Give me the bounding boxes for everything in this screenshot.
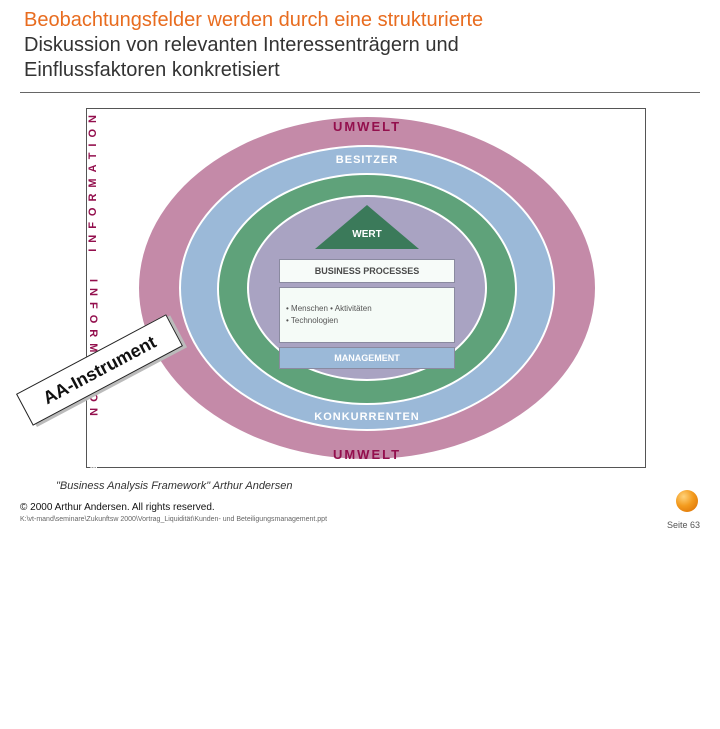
diagram-caption: "Business Analysis Framework" Arthur And… (56, 480, 292, 492)
ring2-label-bottom: KONKURRENTEN (179, 411, 555, 423)
box-management: MANAGEMENT (279, 347, 455, 369)
title-line-1: Beobachtungsfelder werden durch eine str… (24, 9, 483, 31)
brand-orb-icon (676, 490, 698, 512)
box-core: • Menschen • Aktivitäten • Technologien (279, 287, 455, 343)
wert-label: WERT (315, 229, 419, 240)
box-core-line-1: • Menschen • Aktivitäten (286, 303, 372, 315)
ring1-label-left: INFORMATION (87, 109, 113, 279)
title-line-2: Diskussion von relevanten Interessenträg… (24, 34, 459, 56)
slide: Beobachtungsfelder werden durch eine str… (0, 0, 720, 540)
wert-triangle (315, 205, 419, 249)
file-path-text: K:\vt-mand\seminare\Zukunftsw 2000\Vortr… (20, 516, 327, 523)
slide-title: Beobachtungsfelder werden durch eine str… (24, 8, 696, 83)
ring1-label-top: UMWELT (137, 119, 597, 134)
ring2-label-right: KUNDEN (87, 589, 109, 729)
copyright-text: © 2000 Arthur Andersen. All rights reser… (20, 502, 215, 513)
title-line-3: Einflussfaktoren konkretisiert (24, 59, 280, 81)
page-number: Seite 63 (667, 520, 700, 530)
box-core-line-2: • Technologien (286, 315, 338, 327)
diagram-frame: UMWELT UMWELT INFORMATION INFORMATION BE… (86, 108, 646, 468)
title-rule (20, 92, 700, 93)
ring1-label-bottom: UMWELT (137, 447, 597, 462)
ring2-label-top: BESITZER (179, 154, 555, 166)
box-business-processes: BUSINESS PROCESSES (279, 259, 455, 283)
